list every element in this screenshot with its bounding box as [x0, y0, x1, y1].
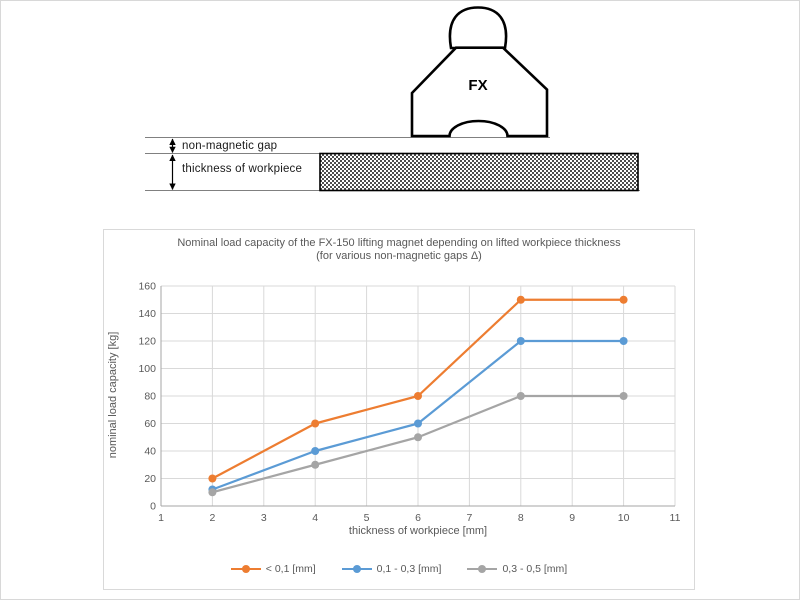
y-tick-label: 0 [150, 501, 156, 513]
series-marker-0 [619, 295, 628, 304]
x-tick-label: 5 [364, 512, 370, 524]
y-tick-label: 160 [138, 281, 156, 293]
series-marker-2 [516, 392, 525, 400]
x-tick-label: 7 [466, 512, 472, 524]
arrowhead-up-icon [169, 154, 176, 161]
non-magnetic-gap-label: non-magnetic gap [182, 140, 278, 152]
arrowhead-down-icon [169, 146, 176, 153]
legend-dot [478, 565, 487, 573]
chart-container: Nominal load capacity of the FX-150 lift… [103, 229, 695, 590]
plot-area: 0 20 40 60 80 100 120 140 160 1 2 3 4 5 6 7 8 9 10 11 [138, 281, 681, 525]
series-marker-0 [414, 392, 422, 400]
legend-marker-icon [230, 564, 261, 574]
series-marker-0 [516, 295, 525, 304]
y-tick-label: 20 [144, 473, 156, 485]
legend-dot [241, 565, 250, 573]
x-tick-label: 10 [618, 512, 630, 524]
x-tick-label: 11 [670, 512, 681, 524]
series-marker-2 [208, 488, 217, 497]
legend-marker-icon [341, 564, 372, 574]
legend-item-2: 0,3 - 0,5 [mm] [467, 563, 567, 575]
chart-title: Nominal load capacity of the FX-150 lift… [104, 237, 694, 263]
series-marker-1 [414, 419, 422, 428]
workpiece-plate [319, 152, 639, 192]
series-marker-0 [311, 419, 320, 428]
y-axis-title: nominal load capacity [kg] [107, 331, 119, 459]
legend-dot [352, 565, 361, 573]
chart-title-line2: (for various non-magnetic gaps Δ) [316, 250, 482, 262]
legend-label-2: 0,3 - 0,5 [mm] [502, 563, 568, 575]
magnet-fx-label: FX [468, 77, 488, 94]
y-tick-label: 40 [144, 446, 156, 458]
x-tick-label: 8 [518, 512, 524, 524]
x-tick-label: 1 [158, 512, 164, 524]
series-marker-1 [516, 337, 525, 345]
y-tick-label: 120 [138, 336, 156, 348]
y-tick-label: 140 [138, 308, 156, 320]
magnet-handle [448, 6, 508, 50]
legend-item-0: < 0,1 [mm] [230, 563, 316, 575]
series-marker-2 [414, 433, 422, 442]
y-tick-label: 100 [138, 363, 156, 375]
series-marker-1 [619, 337, 628, 345]
series-marker-1 [311, 447, 320, 455]
y-tick-label: 60 [144, 418, 156, 430]
x-tick-label: 4 [312, 512, 318, 524]
arrowhead-down-icon [169, 183, 176, 190]
x-tick-label: 9 [569, 512, 575, 524]
legend-marker-icon [467, 564, 498, 574]
x-tick-label: 6 [415, 512, 421, 524]
magnet-body [410, 46, 549, 138]
series-marker-2 [311, 460, 320, 469]
arrowhead-up-icon [169, 138, 176, 145]
magnet-diagram [145, 6, 640, 192]
y-tick-label: 80 [144, 391, 156, 403]
chart-legend: < 0,1 [mm] 0,1 - 0,3 [mm] 0,3 - 0,5 [mm] [104, 560, 694, 578]
x-axis-title: thickness of workpiece [mm] [348, 525, 488, 537]
x-tick-label: 2 [209, 512, 215, 524]
thickness-of-workpiece-label: thickness of workpiece [182, 163, 303, 175]
legend-item-1: 0,1 - 0,3 [mm] [341, 563, 442, 575]
x-tick-label: 3 [261, 512, 267, 524]
series-marker-0 [208, 474, 217, 483]
chart-title-line1: Nominal load capacity of the FX-150 lift… [177, 237, 621, 249]
legend-label-1: 0,1 - 0,3 [mm] [376, 563, 442, 575]
series-marker-2 [619, 392, 628, 400]
legend-label-0: < 0,1 [mm] [265, 563, 316, 575]
